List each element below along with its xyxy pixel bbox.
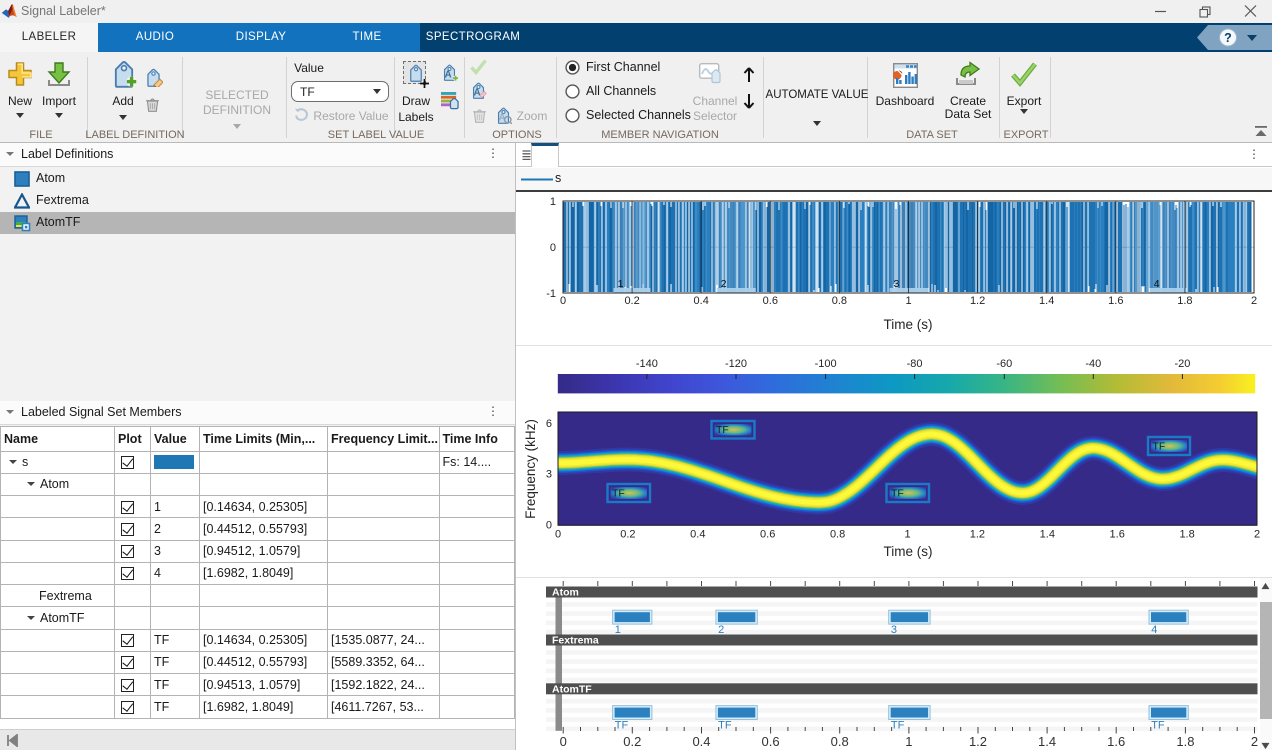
svg-text:3: 3	[891, 624, 897, 636]
svg-text:0.6: 0.6	[762, 734, 780, 749]
svg-text:1: 1	[550, 196, 556, 208]
svg-text:TF: TF	[716, 424, 729, 436]
svg-text:0.2: 0.2	[620, 529, 635, 541]
svg-text:1: 1	[905, 295, 911, 307]
svg-text:Time (s): Time (s)	[884, 544, 933, 559]
svg-text:TF: TF	[612, 488, 625, 500]
svg-text:3: 3	[546, 469, 552, 481]
svg-text:A: A	[445, 69, 452, 80]
svg-text:A: A	[499, 112, 506, 123]
svg-text:-140: -140	[636, 358, 658, 370]
svg-text:1.2: 1.2	[970, 529, 985, 541]
svg-text:1: 1	[615, 624, 621, 636]
svg-text:1.2: 1.2	[970, 295, 985, 307]
svg-text:1.8: 1.8	[1177, 295, 1192, 307]
svg-text:0.8: 0.8	[830, 529, 845, 541]
svg-text:TF: TF	[891, 488, 904, 500]
svg-text:0.8: 0.8	[831, 734, 849, 749]
svg-text:3: 3	[894, 278, 900, 290]
svg-text:0.4: 0.4	[692, 734, 710, 749]
svg-text:-60: -60	[996, 358, 1012, 370]
svg-text:Fextrema: Fextrema	[552, 635, 599, 647]
svg-text:TF: TF	[891, 720, 905, 732]
svg-text:4: 4	[1154, 278, 1160, 290]
svg-text:0: 0	[550, 242, 556, 254]
svg-text:1.6: 1.6	[1108, 295, 1123, 307]
svg-text:?: ?	[1224, 31, 1232, 45]
svg-text:0.4: 0.4	[694, 295, 709, 307]
svg-text:2: 2	[721, 278, 727, 290]
svg-text:1.8: 1.8	[1179, 529, 1194, 541]
svg-text:TF: TF	[615, 720, 629, 732]
svg-text:TF: TF	[1151, 720, 1165, 732]
svg-text:0.2: 0.2	[624, 295, 639, 307]
svg-text:1: 1	[904, 529, 910, 541]
svg-text:Frequency (kHz): Frequency (kHz)	[523, 419, 538, 519]
svg-text:Time (s): Time (s)	[884, 317, 933, 332]
svg-text:TF: TF	[1153, 441, 1166, 453]
svg-text:TF: TF	[718, 720, 732, 732]
svg-text:AtomTF: AtomTF	[552, 683, 592, 695]
svg-text:A: A	[474, 87, 481, 98]
svg-text:1: 1	[905, 734, 912, 749]
svg-text:2: 2	[1254, 529, 1260, 541]
svg-text:-20: -20	[1174, 358, 1190, 370]
svg-text:0.8: 0.8	[832, 295, 847, 307]
svg-text:1: 1	[618, 278, 624, 290]
svg-text:0: 0	[555, 529, 561, 541]
svg-text:-1: -1	[546, 288, 556, 300]
svg-text:0: 0	[546, 520, 552, 532]
svg-text:0.2: 0.2	[623, 734, 641, 749]
svg-text:2: 2	[1251, 734, 1258, 749]
svg-text:0: 0	[560, 295, 566, 307]
svg-text:6: 6	[546, 418, 552, 430]
svg-text:-80: -80	[907, 358, 923, 370]
svg-text:2: 2	[718, 624, 724, 636]
svg-text:-120: -120	[725, 358, 747, 370]
svg-text:1.2: 1.2	[969, 734, 987, 749]
svg-text:0.6: 0.6	[763, 295, 778, 307]
svg-text:1.6: 1.6	[1110, 529, 1125, 541]
svg-text:1.6: 1.6	[1107, 734, 1125, 749]
svg-text:-100: -100	[815, 358, 837, 370]
svg-text:-40: -40	[1085, 358, 1101, 370]
svg-text:Atom: Atom	[552, 587, 579, 599]
svg-text:0: 0	[560, 734, 567, 749]
svg-text:1.4: 1.4	[1040, 529, 1055, 541]
svg-text:0.6: 0.6	[760, 529, 775, 541]
svg-text:1.8: 1.8	[1176, 734, 1194, 749]
svg-text:4: 4	[1151, 624, 1157, 636]
svg-text:1.4: 1.4	[1039, 295, 1054, 307]
svg-text:1.4: 1.4	[1038, 734, 1056, 749]
svg-text:0.4: 0.4	[690, 529, 705, 541]
svg-text:2: 2	[1251, 295, 1257, 307]
